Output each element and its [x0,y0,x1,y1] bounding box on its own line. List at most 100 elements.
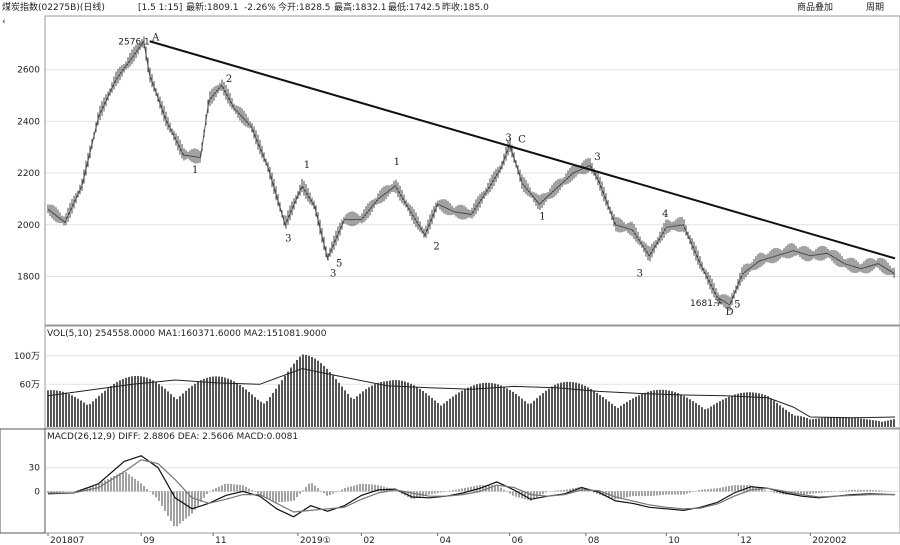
volume-bar [563,382,565,427]
wave-label: 3 [285,234,291,245]
volume-ma-line [47,368,896,419]
volume-bar [416,387,418,427]
volume-bar [191,385,193,427]
volume-bar [653,390,655,427]
volume-bar [152,380,154,427]
wave-label: A [151,33,160,44]
collapse-arrow-icon[interactable]: ‹ [2,17,6,27]
wave-label: 3 [594,152,600,163]
volume-bar [326,368,328,427]
volume-bar [737,393,739,427]
volume-bar [302,354,304,427]
volume-ytick-label: 100万 [14,352,40,362]
x-tick-label: 06 [512,536,524,545]
volume-bar [122,378,124,427]
volume-bar [137,375,139,427]
volume-bar [800,416,802,427]
volume-bar [524,401,526,427]
volume-bar [614,406,616,427]
volume-bar [209,376,211,427]
volume-bar [842,417,844,427]
macd-panel-frame [44,428,900,534]
overlay-button[interactable]: 商品叠加 [797,3,834,13]
volume-bar [467,387,469,427]
volume-bar [293,363,295,427]
volume-bar [185,390,187,427]
volume-bar [206,377,208,427]
volume-bar [92,401,94,427]
volume-bar [644,392,646,427]
volume-bar [530,403,532,427]
volume-bar [629,400,631,427]
volume-bar [779,405,781,427]
volume-bar [788,411,790,427]
volume-bar [227,378,229,427]
x-tick-label: 04 [440,536,452,545]
volume-bar [536,398,538,427]
volume-bar [284,375,286,427]
volume-bar [671,391,673,427]
volume-bar [422,391,424,427]
x-tick-label: 10 [668,536,680,545]
volume-bar [107,388,109,427]
volume-bar [695,403,697,427]
wave-label: → [714,298,723,309]
volume-bar [320,363,322,427]
volume-bar [419,388,421,427]
volume-bar [647,391,649,427]
volume-bar [371,385,373,427]
volume-bar [236,383,238,427]
volume-bar [815,418,817,427]
volume-bar [713,404,715,427]
wave-label: 5 [336,259,342,270]
index-title: 煤炭指数(02275B)(日线) [2,3,105,13]
volume-bar [176,399,178,427]
volume-bar [578,383,580,427]
volume-bar [503,386,505,427]
volume-bar [608,401,610,427]
volume-bar [755,392,757,427]
volume-bar [386,381,388,427]
volume-bar [506,388,508,427]
volume-bar [311,356,313,427]
volume-bar [488,382,490,427]
chart-header: 煤炭指数(02275B)(日线) [1.5 1:15] 最新:1809.1 -2… [0,0,900,16]
volume-bar [377,382,379,427]
volume-bar [62,391,64,427]
x-tick-label: 08 [588,536,600,545]
volume-bar [533,400,535,427]
volume-bar [260,401,262,427]
volume-bar [86,404,88,427]
volume-bar [233,381,235,427]
volume-bar [275,388,277,427]
volume-bar [692,401,694,427]
volume-bar [851,417,853,427]
volume-bar [605,399,607,427]
volume-bar [410,383,412,427]
volume-bar [98,395,100,427]
volume-bar [818,418,820,427]
volume-bar [512,391,514,427]
volume-bar [83,402,85,427]
volume-bar [650,390,652,427]
volume-bar [878,421,880,427]
volume-bar [662,389,664,427]
price-panel-frame [44,15,900,326]
volume-bar [242,387,244,427]
volume-bar [182,393,184,427]
volume-bar [65,392,67,427]
volume-bar [296,359,298,427]
volume-bar [278,384,280,427]
volume-bar [752,392,754,427]
wave-label: 3 [330,268,336,279]
volume-bar [776,403,778,427]
period-button[interactable]: 周期 [866,3,885,13]
volume-panel-frame [44,325,900,429]
volume-bar [539,395,541,427]
volume-bar [350,397,352,427]
volume-bar [170,394,172,427]
x-tick-label: 09 [143,536,155,545]
volume-bar [812,419,814,427]
volume-bar [449,398,451,427]
